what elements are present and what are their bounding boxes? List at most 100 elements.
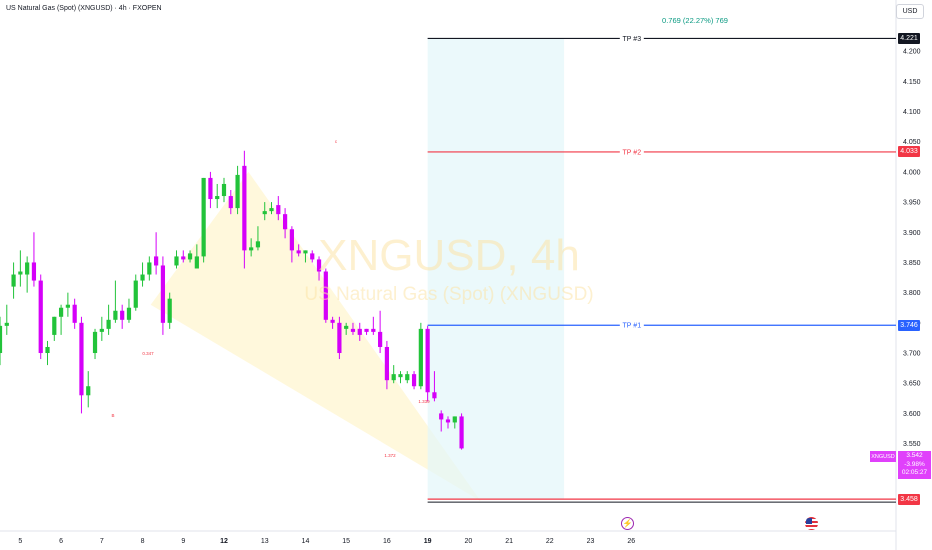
candle-body-19	[126, 307, 132, 320]
candle-body-26	[174, 256, 179, 266]
candle-body-21	[140, 274, 145, 281]
candle-body-32	[215, 196, 220, 200]
price-tick-label-10: 4.000	[903, 169, 921, 176]
candle-body-12	[79, 322, 84, 396]
harmonic-pattern-area	[150, 171, 481, 501]
watermark-name: US Natural Gas (Spot) (XNGUSD)	[304, 284, 593, 305]
candle-body-35	[235, 174, 240, 209]
candle-body-61	[411, 374, 417, 387]
candle-body-57	[384, 346, 390, 381]
candle-body-37	[249, 247, 254, 251]
price-tick-label-7: 3.850	[903, 260, 921, 267]
candle-body-46	[310, 253, 315, 260]
candle-body-10	[65, 304, 70, 308]
time-tick-label-6: 13	[261, 538, 269, 545]
time-tick-label-11: 20	[464, 538, 472, 545]
candle-body-20	[133, 280, 138, 308]
candle-body-43	[289, 229, 294, 251]
price-tick-label-11: 4.050	[903, 139, 921, 146]
candle-body-56	[378, 331, 383, 347]
candle-body-8	[52, 316, 57, 335]
candle-body-24	[160, 265, 166, 323]
price-tick-label-9: 3.950	[903, 200, 921, 207]
time-tick-label-5: 12	[220, 538, 228, 545]
pattern-point-label-2: 1.339	[418, 399, 430, 404]
candle-body-17	[113, 310, 118, 320]
candle-body-3	[18, 271, 23, 275]
candle-body-7	[45, 346, 50, 354]
candle-body-23	[154, 256, 159, 266]
candle-body-54	[364, 328, 369, 332]
candles-layer	[0, 150, 464, 450]
pattern-point-label-1: 0.347	[142, 351, 154, 356]
candle-body-2	[11, 274, 16, 287]
time-tick-label-14: 23	[587, 538, 595, 545]
target-levels-layer: TP #3 TP #2 TP #1	[427, 33, 896, 503]
candle-body-30	[201, 177, 206, 257]
candle-body-34	[228, 196, 233, 209]
currency-button[interactable]: USD	[896, 4, 924, 19]
candle-body-22	[147, 262, 152, 275]
pattern-and-projection-layer	[150, 38, 565, 501]
lightning-icon[interactable]: ⚡	[621, 517, 634, 530]
price-tick-label-1: 3.550	[903, 441, 921, 448]
price-tick-label-4: 3.700	[903, 351, 921, 358]
current-price: 3.542	[906, 452, 923, 459]
price-tick-label-12: 4.100	[903, 109, 921, 116]
price-tick-label-13: 4.150	[903, 79, 921, 86]
level-label-bg-2	[619, 320, 644, 330]
pivot-label-b: B	[111, 413, 114, 418]
time-tick-label-1: 6	[59, 538, 63, 545]
candle-body-18	[120, 310, 125, 320]
candle-body-65	[439, 413, 444, 420]
candle-body-9	[58, 307, 64, 317]
candle-body-15	[99, 328, 104, 332]
candle-body-55	[371, 328, 376, 332]
time-tick-label-0: 5	[18, 538, 22, 545]
candle-body-44	[296, 250, 301, 254]
candle-body-40	[269, 208, 274, 212]
candle-body-39	[262, 211, 267, 215]
projection-label: 0.769 (22.27%) 769	[662, 16, 728, 25]
pattern-point-label-3: 1.372	[384, 453, 396, 458]
candle-body-48	[323, 271, 328, 320]
candle-body-63	[425, 328, 430, 393]
watermark-symbol: XNGUSD, 4h	[318, 231, 580, 280]
candle-body-47	[316, 259, 322, 272]
candle-body-25	[167, 298, 172, 323]
candle-body-27	[181, 256, 186, 260]
candle-body-42	[282, 214, 288, 230]
level-label-bg-0	[619, 33, 644, 43]
time-tick-label-4: 9	[181, 538, 185, 545]
time-tick-label-3: 8	[141, 538, 145, 545]
candle-body-4	[25, 262, 30, 275]
candle-body-36	[242, 165, 247, 251]
level-label-0: TP #3	[623, 36, 642, 43]
candle-body-68	[459, 416, 464, 449]
candle-body-58	[391, 374, 396, 381]
candle-body-38	[255, 241, 261, 248]
time-tick-label-10: 19	[424, 538, 432, 545]
candle-body-52	[350, 328, 356, 332]
chart-title: US Natural Gas (Spot) (XNGUSD) · 4h · FX…	[6, 5, 162, 12]
price-tick-label-8: 3.900	[903, 230, 921, 237]
candle-body-33	[221, 183, 227, 197]
candle-body-41	[276, 205, 281, 215]
time-tick-label-15: 26	[627, 538, 635, 545]
candle-body-59	[398, 374, 403, 378]
candle-body-13	[86, 386, 91, 396]
price-tick-label-2: 3.600	[903, 411, 921, 418]
time-tick-label-13: 22	[546, 538, 554, 545]
candle-body-16	[106, 319, 111, 329]
us-flag-icon[interactable]	[805, 517, 818, 530]
candle-body-66	[445, 419, 451, 423]
price-tick-label-6: 3.800	[903, 290, 921, 297]
level-label-bg-1	[619, 146, 644, 156]
candle-body-53	[357, 328, 362, 335]
candle-body-51	[344, 325, 349, 329]
time-tick-label-12: 21	[505, 538, 513, 545]
price-tick-label-14: 4.200	[903, 49, 921, 56]
level-label-1: TP #2	[623, 149, 642, 156]
stop-price-tag: 3.458	[898, 493, 920, 505]
